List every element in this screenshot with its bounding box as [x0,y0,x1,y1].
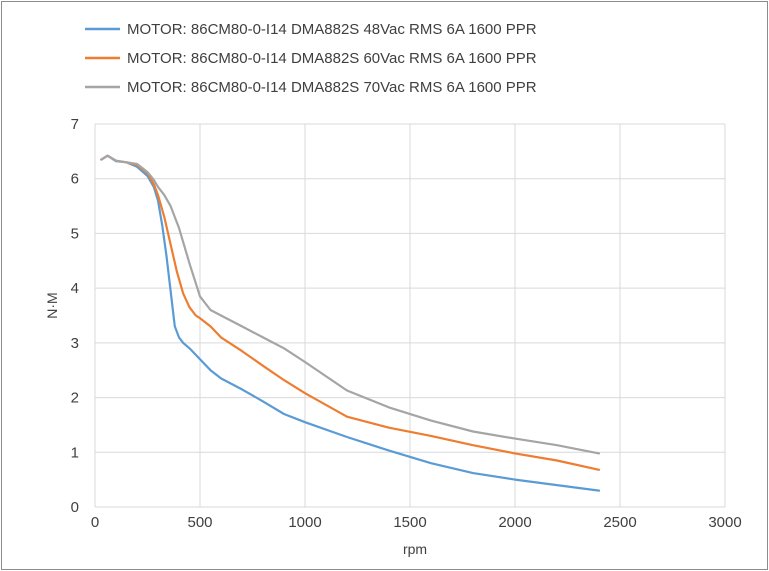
y-tick-label: 5 [71,225,79,242]
x-tick-label: 2000 [498,514,531,531]
x-axis-label: rpm [403,541,427,557]
legend-label-1: MOTOR: 86CM80-0-I14 DMA882S 48Vac RMS 6A… [127,21,537,38]
x-tick-label: 0 [91,514,99,531]
x-tick-label: 3000 [708,514,741,531]
y-axis-label: N·M [44,292,60,318]
x-tick-label: 500 [187,514,212,531]
x-tick-label: 1000 [288,514,321,531]
legend-label-2: MOTOR: 86CM80-0-I14 DMA882S 60Vac RMS 6A… [127,50,537,67]
y-tick-label: 6 [71,171,79,188]
legend-label-3: MOTOR: 86CM80-0-I14 DMA882S 70Vac RMS 6A… [127,79,537,96]
y-tick-label: 4 [71,280,79,297]
y-tick-label: 0 [71,499,79,516]
x-tick-label: 1500 [393,514,426,531]
y-tick-label: 1 [71,444,79,461]
series-line-2 [100,154,601,471]
series-line-1 [100,154,601,492]
series-line-3 [100,154,601,455]
y-tick-label: 2 [71,390,79,407]
y-tick-label: 3 [71,335,79,352]
x-tick-label: 2500 [603,514,636,531]
y-tick-label: 7 [71,116,79,133]
